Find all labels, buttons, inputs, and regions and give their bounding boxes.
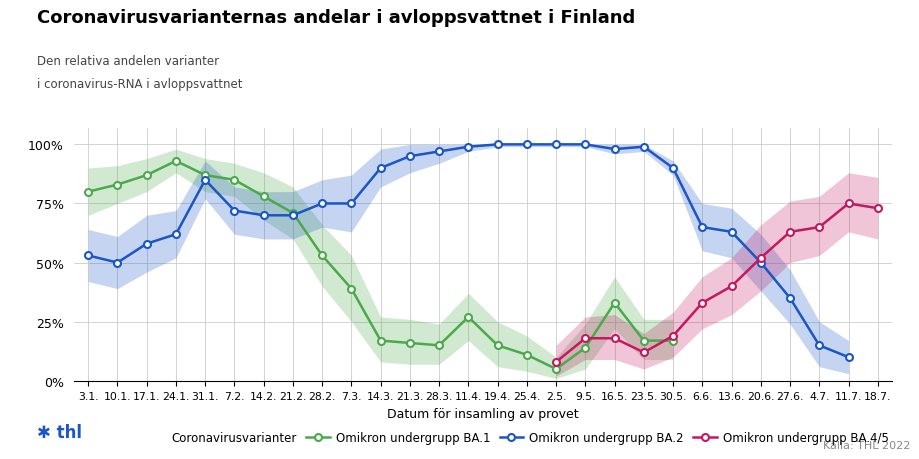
Text: Källa: THL 2022: Källa: THL 2022 bbox=[823, 440, 910, 450]
Text: Coronavirusvarianternas andelar i avloppsvattnet i Finland: Coronavirusvarianternas andelar i avlopp… bbox=[37, 9, 634, 27]
Text: Den relativa andelen varianter: Den relativa andelen varianter bbox=[37, 55, 219, 68]
Legend: Coronavirusvarianter, Omikron undergrupp BA.1, Omikron undergrupp BA.2, Omikron : Coronavirusvarianter, Omikron undergrupp… bbox=[137, 426, 892, 448]
Text: i coronavirus-RNA i avloppsvattnet: i coronavirus-RNA i avloppsvattnet bbox=[37, 78, 242, 91]
Text: ✱ thl: ✱ thl bbox=[37, 423, 82, 441]
X-axis label: Datum för insamling av provet: Datum för insamling av provet bbox=[387, 408, 578, 420]
